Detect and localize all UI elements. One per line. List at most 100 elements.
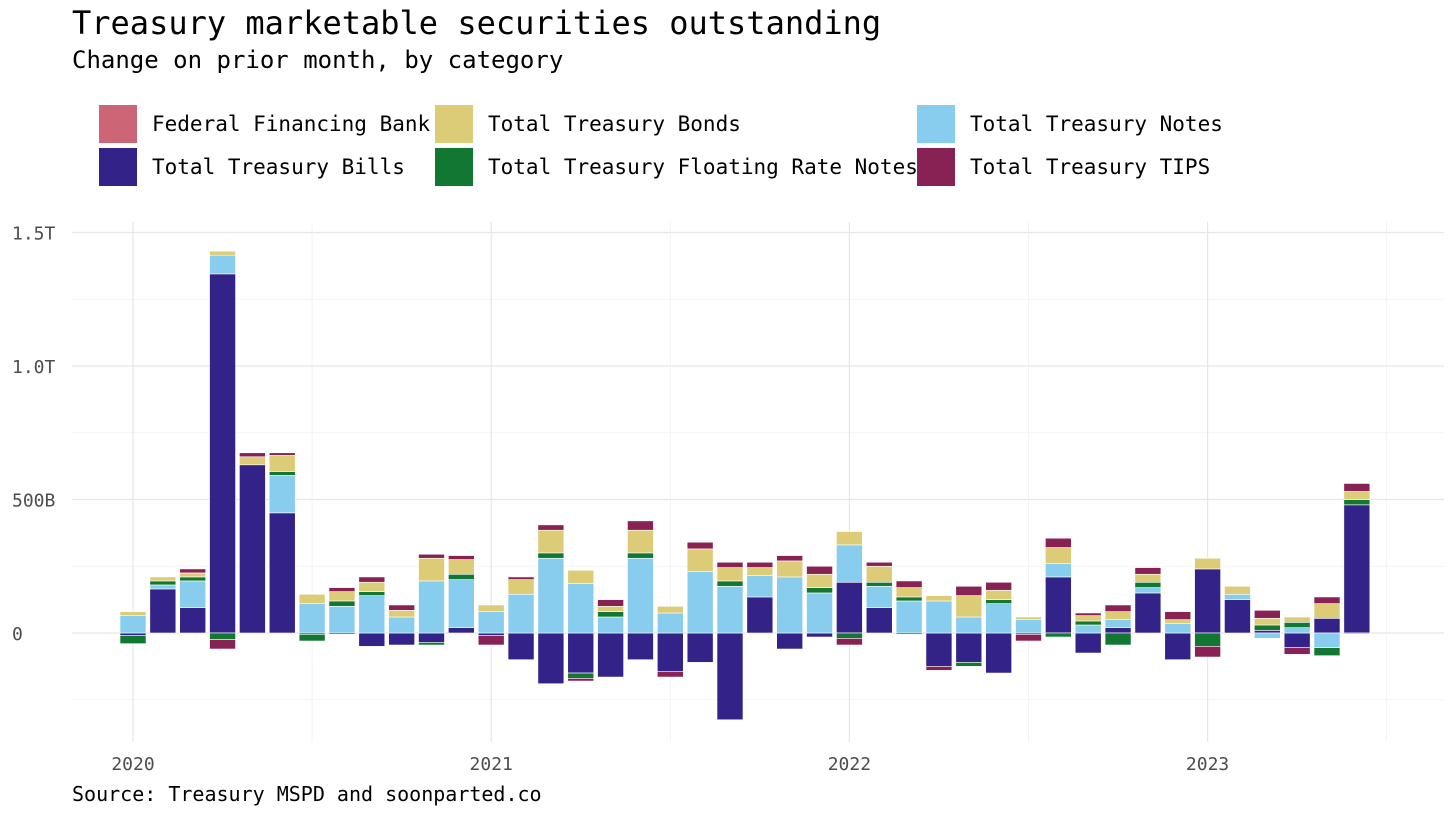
- bar-segment-total-treasury-tips-2021-02: [507, 576, 535, 580]
- bar-segment-total-treasury-bonds-2020-10: [388, 610, 415, 618]
- bar-segment-total-treasury-bonds-2022-01: [836, 531, 863, 546]
- bar-segment-total-treasury-notes-2022-04: [925, 600, 953, 634]
- bar-segment-total-treasury-bonds-2022-11: [1134, 573, 1162, 583]
- bar-segment-total-treasury-tips-2023-01: [1194, 646, 1221, 658]
- bar-segment-total-treasury-floating-rate-notes-2022-06: [985, 599, 1012, 604]
- chart-subtitle: Change on prior month, by category: [72, 46, 564, 74]
- legend-label-total-treasury-bonds: Total Treasury Bonds: [488, 112, 741, 136]
- bar-segment-total-treasury-tips-2021-04: [567, 678, 595, 682]
- bar-segment-total-treasury-tips-2020-12: [448, 555, 475, 560]
- bar-segment-total-treasury-bonds-2021-02: [507, 579, 535, 595]
- bar-segment-total-treasury-bonds-2022-10: [1104, 611, 1132, 620]
- bar-segment-total-treasury-bonds-2020-04: [209, 250, 236, 256]
- legend-item-total-treasury-tips: Total Treasury TIPS: [916, 146, 1210, 188]
- bar-segment-total-treasury-tips-2022-08: [1045, 537, 1072, 548]
- legend: Federal Financing Bank Total Treasury Bi…: [0, 0, 1456, 200]
- bar-segment-total-treasury-floating-rate-notes-2020-02: [149, 580, 177, 586]
- y-tick-label: 1.0T: [12, 357, 56, 378]
- bar-segment-total-treasury-bills-2022-02: [865, 607, 893, 634]
- bar-segment-total-treasury-floating-rate-notes-2022-11: [1134, 581, 1162, 588]
- bar-segment-total-treasury-bonds-2023-04: [1283, 616, 1311, 623]
- bar-segment-total-treasury-tips-2020-10: [388, 604, 415, 611]
- bar-segment-total-treasury-floating-rate-notes-2021-06: [627, 552, 654, 559]
- bar-segment-total-treasury-tips-2020-11: [418, 553, 445, 559]
- bar-segment-total-treasury-notes-2022-06: [985, 603, 1012, 634]
- bar-segment-total-treasury-notes-2021-08: [686, 571, 714, 634]
- bar-segment-total-treasury-notes-2021-11: [776, 576, 804, 634]
- bar-segment-total-treasury-bonds-2020-12: [448, 559, 475, 575]
- bar-segment-total-treasury-notes-2021-10: [746, 575, 774, 598]
- bar-segment-total-treasury-tips-2023-06: [1343, 483, 1371, 492]
- legend-swatch-total-treasury-notes: [916, 104, 956, 144]
- bar-segment-total-treasury-bonds-2020-07: [298, 593, 326, 604]
- bar-segment-total-treasury-floating-rate-notes-2021-09: [716, 580, 744, 587]
- bar-segment-total-treasury-notes-2021-06: [627, 557, 654, 634]
- bar-segment-total-treasury-notes-2023-03: [1254, 632, 1281, 639]
- axis-layer: 0 500B 1.0T 1.5T 2020 2021 2022 2023: [12, 224, 1229, 776]
- bar-segment-total-treasury-tips-2022-06: [985, 581, 1012, 591]
- bar-segment-total-treasury-bonds-2020-06: [268, 455, 296, 472]
- bar-segment-total-treasury-bonds-2021-05: [597, 605, 624, 612]
- bar-segment-total-treasury-bonds-2021-09: [716, 567, 744, 582]
- bar-segment-total-treasury-bills-2021-12: [806, 632, 833, 638]
- chart-title: Treasury marketable securities outstandi…: [72, 4, 882, 42]
- legend-item-total-treasury-bills: Total Treasury Bills: [98, 146, 405, 188]
- x-tick-label: 2020: [111, 754, 154, 775]
- bar-segment-total-treasury-bills-2022-12: [1164, 632, 1192, 661]
- bar-segment-total-treasury-bonds-2021-01: [477, 604, 505, 612]
- bar-segment-total-treasury-bonds-2020-09: [358, 581, 386, 592]
- bar-segment-total-treasury-bonds-2020-05: [239, 456, 266, 466]
- bar-segment-total-treasury-bills-2021-01: [477, 632, 505, 636]
- bar-segment-total-treasury-tips-2022-12: [1164, 611, 1192, 620]
- bar-segment-total-treasury-notes-2021-03: [537, 557, 565, 634]
- bar-segment-total-treasury-bills-2021-07: [656, 632, 684, 673]
- bar-segment-total-treasury-floating-rate-notes-2023-01: [1194, 632, 1221, 647]
- bar-segment-total-treasury-bills-2023-04: [1283, 632, 1311, 648]
- bar-segment-total-treasury-bills-2022-09: [1074, 632, 1102, 654]
- bar-segment-total-treasury-bills-2022-04: [925, 632, 953, 667]
- bar-segment-total-treasury-bills-2020-10: [388, 632, 415, 646]
- bar-segment-total-treasury-bonds-2021-10: [746, 567, 774, 576]
- legend-label-total-treasury-notes: Total Treasury Notes: [970, 112, 1223, 136]
- bar-segment-total-treasury-bills-2020-12: [448, 627, 475, 634]
- bar-segment-total-treasury-bonds-2020-02: [149, 576, 177, 582]
- bar-segment-total-treasury-bonds-2022-09: [1074, 615, 1102, 622]
- bar-segment-total-treasury-notes-2022-02: [865, 585, 893, 608]
- bar-segment-total-treasury-notes-2020-03: [179, 580, 206, 608]
- bar-segment-total-treasury-tips-2022-09: [1074, 612, 1102, 616]
- bar-segment-total-treasury-notes-2020-07: [298, 603, 326, 634]
- bar-segment-total-treasury-tips-2022-04: [925, 666, 953, 671]
- bar-segment-total-treasury-tips-2021-07: [656, 671, 684, 678]
- bar-segment-total-treasury-bonds-2021-04: [567, 569, 595, 584]
- bar-segment-total-treasury-tips-2020-04: [209, 639, 236, 650]
- bar-segment-total-treasury-tips-2021-08: [686, 541, 714, 550]
- bar-segment-total-treasury-notes-2022-11: [1134, 587, 1162, 594]
- y-tick-label: 0: [12, 624, 23, 645]
- bar-segment-total-treasury-bonds-2021-08: [686, 548, 714, 572]
- bar-segment-total-treasury-tips-2020-09: [358, 576, 386, 583]
- bar-segment-total-treasury-bills-2022-05: [955, 632, 983, 663]
- bar-segment-total-treasury-bills-2020-06: [268, 512, 296, 634]
- bar-segment-total-treasury-notes-2022-03: [895, 600, 923, 634]
- bar-segment-total-treasury-notes-2022-07: [1015, 619, 1042, 634]
- bar-segment-total-treasury-notes-2023-02: [1224, 593, 1251, 600]
- bar-segment-total-treasury-notes-2021-04: [567, 583, 595, 634]
- bar-segment-total-treasury-tips-2022-01: [836, 638, 863, 646]
- bar-segment-total-treasury-bills-2020-05: [239, 464, 266, 634]
- bar-segment-total-treasury-notes-2022-12: [1164, 623, 1192, 634]
- x-tick-label: 2021: [470, 754, 513, 775]
- bar-segment-total-treasury-notes-2022-10: [1104, 619, 1132, 628]
- bar-segment-total-treasury-notes-2020-01: [119, 615, 147, 634]
- bar-segment-total-treasury-bonds-2020-01: [119, 611, 147, 616]
- bar-segment-total-treasury-tips-2021-03: [537, 524, 565, 531]
- bar-segment-total-treasury-bills-2020-11: [418, 632, 445, 643]
- bar-segment-total-treasury-tips-2023-04: [1283, 647, 1311, 655]
- bar-segment-total-treasury-bonds-2021-06: [627, 529, 654, 554]
- bars-layer: [119, 250, 1371, 721]
- bar-segment-total-treasury-bonds-2023-02: [1224, 585, 1251, 595]
- legend-label-total-treasury-bills: Total Treasury Bills: [152, 155, 405, 179]
- bar-segment-total-treasury-notes-2020-12: [448, 579, 475, 628]
- bar-segment-total-treasury-tips-2020-08: [328, 587, 356, 592]
- bar-segment-total-treasury-notes-2023-05: [1313, 632, 1341, 648]
- bar-segment-total-treasury-tips-2020-06: [268, 452, 296, 456]
